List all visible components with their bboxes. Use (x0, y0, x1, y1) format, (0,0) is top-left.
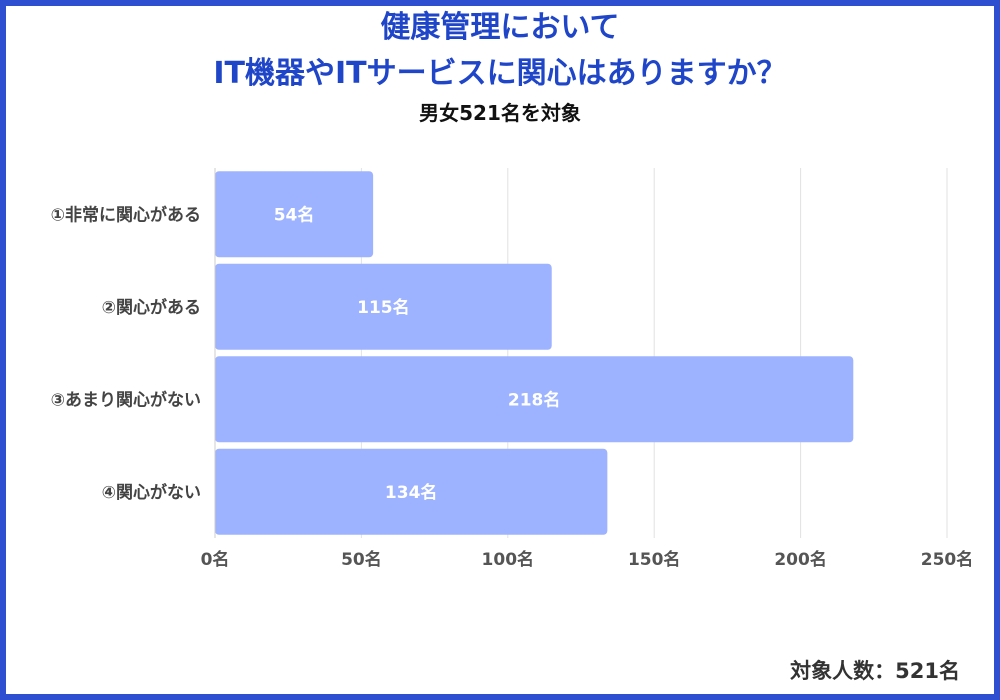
data-label: 134名 (385, 482, 438, 503)
x-tick-label: 50名 (341, 549, 382, 570)
x-tick-label: 250名 (921, 549, 974, 570)
category-label: ④関心がない (102, 482, 201, 503)
x-tick-label: 0名 (201, 549, 230, 570)
respondent-count: 対象人数：521名 (790, 659, 960, 683)
chart-subtitle: 男女521名を対象 (419, 101, 581, 125)
x-tick-label: 100名 (482, 549, 535, 570)
category-label: ①非常に関心がある (51, 204, 201, 225)
category-label: ③あまり関心がない (51, 389, 201, 410)
category-label: ②関心がある (102, 297, 201, 318)
x-tick-label: 150名 (628, 549, 681, 570)
bar (215, 263, 552, 350)
data-label: 218名 (508, 389, 561, 410)
chart-title-line-1: 健康管理において (380, 10, 620, 45)
chart-title-line-2: IT機器やITサービスに関心はありますか？ (213, 56, 787, 91)
bar (215, 171, 374, 258)
data-label: 54名 (274, 204, 315, 225)
x-tick-label: 200名 (774, 549, 827, 570)
bar (215, 356, 854, 443)
data-label: 115名 (357, 297, 410, 318)
bar (215, 448, 608, 535)
